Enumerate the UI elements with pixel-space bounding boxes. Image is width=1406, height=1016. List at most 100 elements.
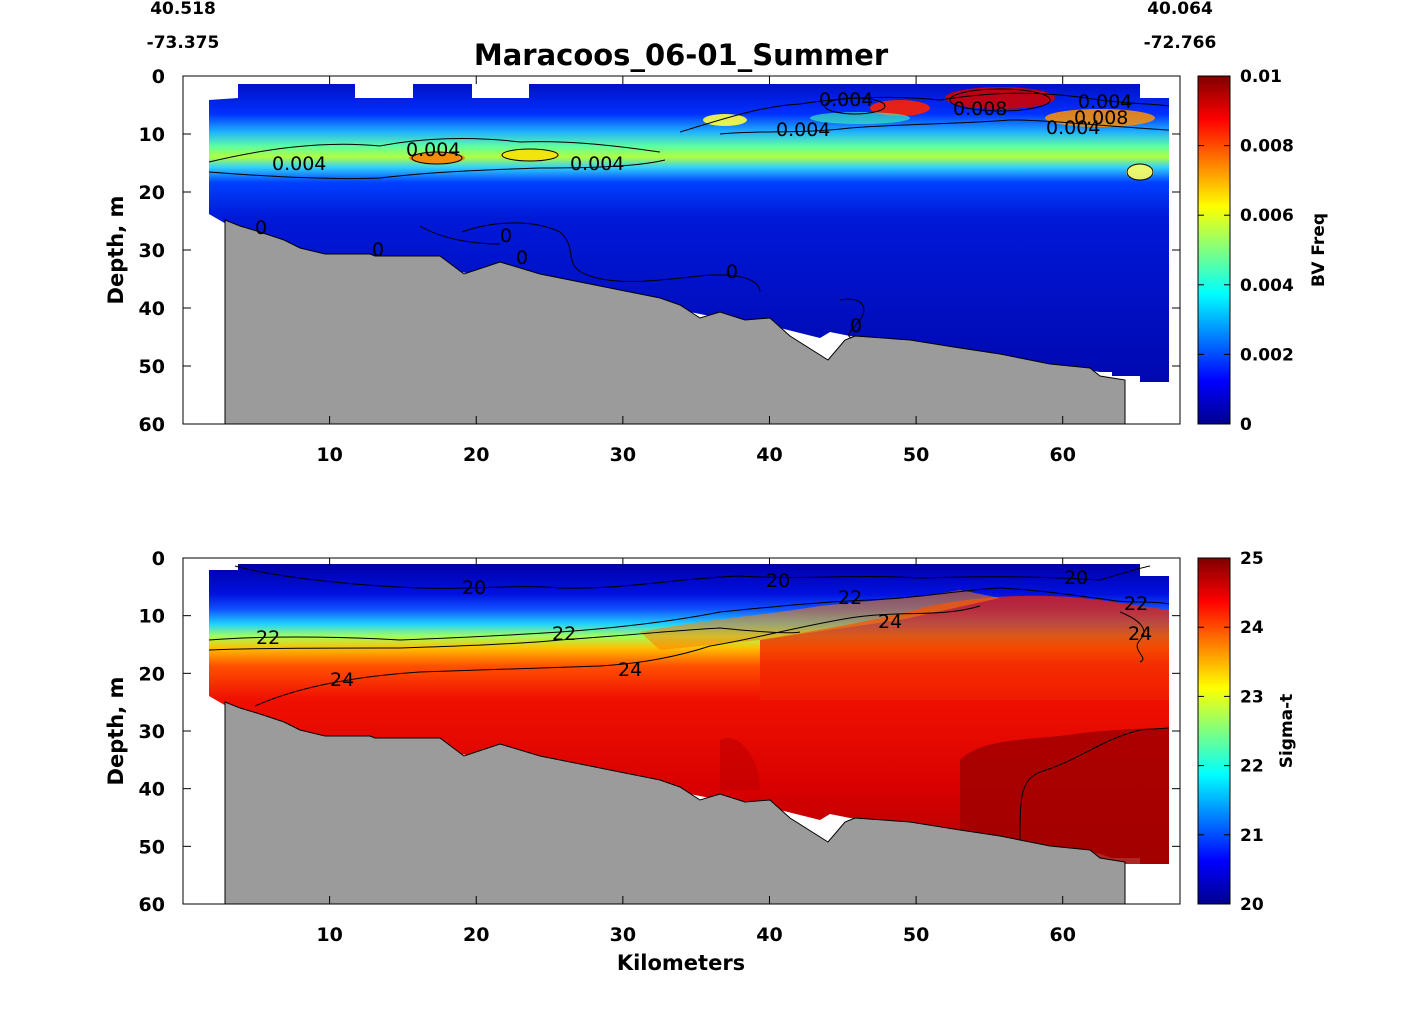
contour-label: 20 bbox=[766, 570, 790, 592]
bv-hotspot bbox=[870, 100, 930, 116]
contour-label: 0.004 bbox=[406, 139, 460, 161]
top-colorbar-label: BV Freq bbox=[1309, 213, 1329, 287]
colorbar-tick-label: 24 bbox=[1240, 618, 1264, 638]
end-latitude: 40.064 bbox=[1147, 0, 1213, 19]
colorbar-tick-label: 0.004 bbox=[1240, 276, 1294, 296]
contour-label: 0 bbox=[500, 225, 512, 247]
contour-label: 20 bbox=[1064, 567, 1088, 589]
contour-label: 0 bbox=[726, 261, 738, 283]
top-y-axis-label: Depth, m bbox=[104, 196, 128, 305]
sigma-east-overlay bbox=[640, 590, 1000, 650]
end-longitude: -72.766 bbox=[1144, 33, 1217, 53]
y-tick-label: 40 bbox=[139, 779, 165, 801]
data-gap bbox=[1140, 84, 1170, 98]
sigma-contour-labels: 20 20 20 22 22 22 24 24 24 22 24 bbox=[256, 567, 1152, 691]
contour-label: 24 bbox=[1128, 623, 1152, 645]
y-tick-label: 0 bbox=[152, 548, 165, 570]
x-tick-label: 60 bbox=[1049, 924, 1075, 946]
y-tick-label: 30 bbox=[139, 240, 165, 262]
x-tick-label: 50 bbox=[903, 924, 929, 946]
contour-label: 0 bbox=[850, 315, 862, 337]
top-y-ticks: 0 10 20 30 40 50 60 bbox=[139, 66, 1180, 436]
bottom-x-ticks: 10 20 30 40 50 60 bbox=[316, 558, 1076, 946]
contour-label: 0 bbox=[255, 217, 267, 239]
x-tick-label: 30 bbox=[610, 444, 636, 466]
contour-label: 0 bbox=[516, 247, 528, 269]
bv-contours bbox=[208, 88, 1170, 339]
contour-label: 24 bbox=[618, 659, 642, 681]
y-tick-label: 40 bbox=[139, 298, 165, 320]
contour-label: 0.004 bbox=[819, 89, 873, 111]
y-tick-label: 10 bbox=[139, 124, 165, 146]
y-tick-label: 50 bbox=[139, 836, 165, 858]
bv-contour-labels: 0.004 0.004 0.004 0.004 0.004 0.004 0.00… bbox=[255, 89, 1132, 337]
chart-title: Maracoos_06-01_Summer bbox=[474, 38, 889, 72]
contour-label: 22 bbox=[1124, 593, 1148, 615]
x-tick-label: 20 bbox=[463, 924, 489, 946]
contour-label: 0.004 bbox=[1078, 91, 1132, 113]
bottom-colorbar bbox=[1197, 557, 1231, 905]
x-tick-label: 10 bbox=[316, 924, 342, 946]
contour-label: 0.008 bbox=[953, 98, 1007, 120]
sigma-east-overlay bbox=[760, 595, 1169, 700]
contour-label: 20 bbox=[462, 577, 486, 599]
x-tick-label: 20 bbox=[463, 444, 489, 466]
y-tick-label: 10 bbox=[139, 606, 165, 628]
y-tick-label: 20 bbox=[139, 182, 165, 204]
colorbar-tick-label: 22 bbox=[1240, 757, 1264, 777]
contour-label: 0 bbox=[372, 239, 384, 261]
y-tick-label: 60 bbox=[139, 894, 165, 916]
top-colorbar bbox=[1197, 75, 1231, 425]
x-axis-label: Kilometers bbox=[617, 951, 745, 975]
seafloor-top bbox=[224, 219, 1126, 425]
y-tick-label: 60 bbox=[139, 414, 165, 436]
bv-hotspot bbox=[1045, 109, 1155, 127]
y-tick-label: 30 bbox=[139, 721, 165, 743]
x-tick-label: 30 bbox=[610, 924, 636, 946]
colorbar-tick-label: 21 bbox=[1240, 826, 1264, 846]
contour-label: 22 bbox=[552, 623, 576, 645]
bottom-colorbar-ticks: 20 21 22 23 24 25 bbox=[1198, 549, 1264, 915]
bv-hotspot bbox=[945, 87, 1055, 109]
contour-label: 22 bbox=[838, 587, 862, 609]
colorbar-tick-label: 20 bbox=[1240, 895, 1264, 915]
bv-hotspot bbox=[1126, 164, 1154, 180]
bv-hotspot bbox=[703, 114, 747, 126]
start-latitude: 40.518 bbox=[150, 0, 216, 19]
bottom-y-ticks: 0 10 20 30 40 50 60 bbox=[139, 548, 1180, 916]
data-gap bbox=[355, 84, 413, 98]
start-longitude: -73.375 bbox=[147, 33, 220, 53]
sigma-deep-core bbox=[960, 728, 1169, 864]
top-x-ticks: 10 20 30 40 50 60 bbox=[316, 76, 1076, 466]
x-tick-label: 40 bbox=[756, 444, 782, 466]
top-colorbar-ticks: 0 0.002 0.004 0.006 0.008 0.01 bbox=[1198, 67, 1294, 435]
contour-label: 0.008 bbox=[1074, 107, 1128, 129]
colorbar-tick-label: 0.006 bbox=[1240, 206, 1294, 226]
seafloor-bottom bbox=[224, 701, 1126, 905]
contour-label: 24 bbox=[878, 611, 902, 633]
contour-label: 0.004 bbox=[776, 119, 830, 141]
x-tick-label: 50 bbox=[903, 444, 929, 466]
bv-hotspot bbox=[500, 149, 560, 161]
bv-hotspot bbox=[810, 112, 910, 124]
sigma-t-panel: 20 20 20 22 22 22 24 24 24 22 24 10 20 30 4… bbox=[104, 548, 1297, 975]
colorbar-tick-label: 23 bbox=[1240, 687, 1264, 707]
contour-label: 22 bbox=[256, 627, 280, 649]
bv-freq-panel: 0.004 0.004 0.004 0.004 0.004 0.004 0.00… bbox=[104, 66, 1329, 466]
x-tick-label: 40 bbox=[756, 924, 782, 946]
colorbar-tick-label: 0.01 bbox=[1240, 67, 1282, 87]
colorbar-tick-label: 0.002 bbox=[1240, 345, 1294, 365]
bottom-colorbar-label: Sigma-t bbox=[1277, 694, 1297, 769]
contour-label: 0.004 bbox=[570, 153, 624, 175]
bv-hotspot bbox=[409, 152, 465, 164]
colorbar-tick-label: 25 bbox=[1240, 549, 1264, 569]
y-tick-label: 0 bbox=[152, 66, 165, 88]
contour-label: 0.004 bbox=[1046, 117, 1100, 139]
sigma-deep-core bbox=[720, 738, 760, 790]
x-tick-label: 60 bbox=[1049, 444, 1075, 466]
data-gap bbox=[472, 84, 529, 98]
contour-label: 24 bbox=[330, 669, 354, 691]
contour-label: 0.004 bbox=[272, 153, 326, 175]
colorbar-tick-label: 0.008 bbox=[1240, 137, 1294, 157]
